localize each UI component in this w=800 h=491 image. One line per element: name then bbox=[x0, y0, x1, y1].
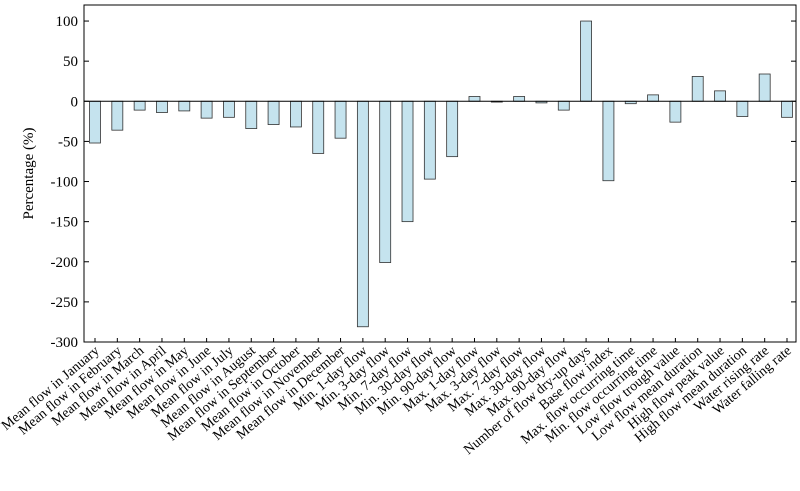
bar bbox=[200, 100, 213, 119]
bar bbox=[178, 100, 191, 112]
y-axis-ticks: 100 50 0 -50 -100 -150 -200 -250 -300 bbox=[51, 14, 796, 351]
y-tick-label: -200 bbox=[51, 255, 79, 271]
bar bbox=[669, 100, 682, 123]
bar bbox=[312, 100, 325, 154]
bar bbox=[401, 100, 414, 223]
y-tick-label: -300 bbox=[51, 335, 79, 351]
bar bbox=[580, 20, 592, 102]
bar bbox=[245, 100, 258, 129]
bar bbox=[714, 90, 726, 102]
bar bbox=[647, 94, 659, 102]
y-tick-label: 0 bbox=[71, 94, 79, 110]
bar bbox=[379, 100, 392, 263]
bar bbox=[133, 100, 146, 111]
bar bbox=[691, 76, 704, 102]
bar bbox=[267, 100, 280, 125]
bar bbox=[781, 100, 793, 118]
bar bbox=[290, 100, 302, 128]
bar bbox=[513, 96, 526, 102]
bar bbox=[356, 100, 369, 328]
bars bbox=[89, 20, 793, 328]
bar bbox=[89, 100, 101, 144]
bar bbox=[423, 100, 436, 180]
y-tick-label: -50 bbox=[58, 134, 78, 150]
y-tick-label: 50 bbox=[63, 54, 78, 70]
bar bbox=[111, 100, 124, 131]
bar bbox=[557, 100, 570, 111]
y-tick-label: -100 bbox=[51, 175, 79, 191]
y-axis-label: Percentage (%) bbox=[21, 127, 37, 219]
bar bbox=[223, 100, 235, 118]
y-tick-label: 100 bbox=[56, 14, 79, 30]
bar bbox=[758, 73, 771, 102]
bar bbox=[736, 100, 749, 117]
bar bbox=[602, 100, 615, 182]
y-tick-label: -150 bbox=[51, 215, 79, 231]
plot-frame bbox=[83, 4, 797, 343]
bar bbox=[446, 100, 459, 158]
bar bbox=[468, 96, 481, 102]
y-tick-label: -250 bbox=[51, 295, 79, 311]
bar bbox=[334, 100, 347, 139]
bar bbox=[156, 100, 168, 113]
